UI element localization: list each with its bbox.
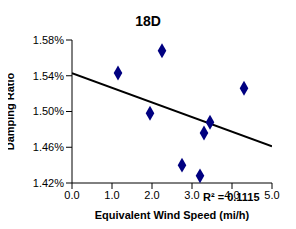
- svg-text:Equivalent Wind Speed (mi/h): Equivalent Wind Speed (mi/h): [95, 209, 250, 221]
- svg-text:1.50%: 1.50%: [33, 105, 64, 117]
- svg-text:1.0: 1.0: [104, 189, 119, 201]
- svg-text:0.0: 0.0: [64, 189, 79, 201]
- svg-text:1.58%: 1.58%: [33, 34, 64, 46]
- svg-text:1.54%: 1.54%: [33, 70, 64, 82]
- svg-text:2.0: 2.0: [144, 189, 159, 201]
- svg-text:Damping Ratio: Damping Ratio: [8, 72, 16, 150]
- svg-text:1.42%: 1.42%: [33, 177, 64, 189]
- html-text:R² = 0.1115: R² = 0.1115: [203, 191, 260, 203]
- html-text:18D: 18D: [135, 13, 161, 29]
- svg-text:3.0: 3.0: [184, 189, 199, 201]
- svg-text:1.46%: 1.46%: [33, 141, 64, 153]
- svg-text:5.0: 5.0: [264, 189, 279, 201]
